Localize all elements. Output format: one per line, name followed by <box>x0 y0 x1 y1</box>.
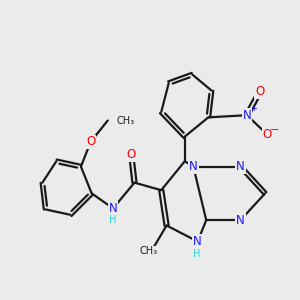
Text: H: H <box>109 215 116 225</box>
Text: +: + <box>250 104 257 113</box>
Text: N: N <box>189 160 198 173</box>
Text: H: H <box>194 249 201 259</box>
Text: N: N <box>109 202 117 215</box>
Text: N: N <box>193 235 202 248</box>
Text: O: O <box>255 85 264 98</box>
Text: −: − <box>270 125 279 135</box>
Text: CH₃: CH₃ <box>116 116 135 126</box>
Text: N: N <box>236 214 245 226</box>
Text: CH₃: CH₃ <box>139 246 157 256</box>
Text: N: N <box>242 109 251 122</box>
Text: N: N <box>236 160 245 173</box>
Text: O: O <box>262 128 272 141</box>
Text: O: O <box>86 136 95 148</box>
Text: O: O <box>127 148 136 161</box>
